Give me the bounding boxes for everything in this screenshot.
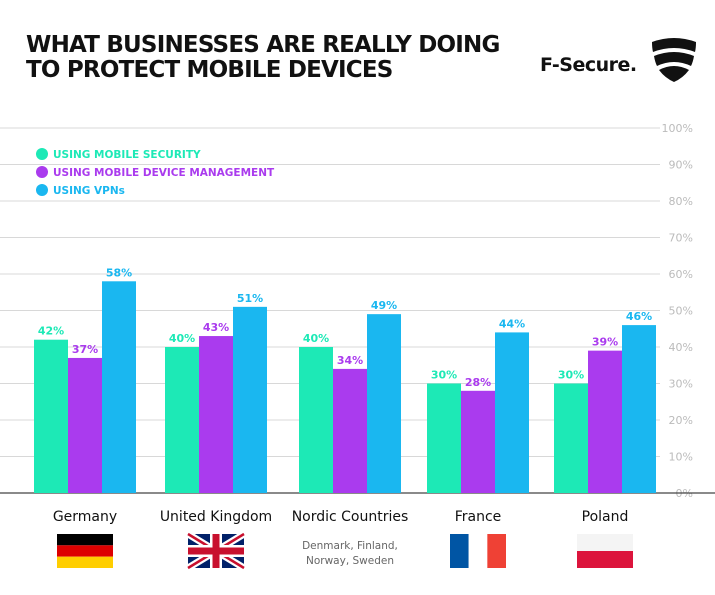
legend-label: USING VPNs (53, 185, 125, 197)
bar-chart: 0%10%20%30%40%50%60%70%80%90%100%42%37%5… (0, 122, 715, 571)
bar (333, 368, 367, 493)
category-label: United Kingdom (160, 509, 272, 525)
legend-swatch (36, 166, 48, 178)
data-label: 42% (38, 325, 64, 338)
y-tick-label: 90% (669, 159, 693, 172)
y-tick-label: 10% (669, 451, 693, 464)
bar (68, 357, 102, 493)
y-tick-label: 80% (669, 195, 693, 208)
category-label: Nordic Countries (292, 509, 409, 525)
y-tick-label: 30% (669, 378, 693, 391)
y-tick-label: 20% (669, 414, 693, 427)
legend-swatch (36, 184, 48, 196)
united-kingdom-flag-icon (186, 531, 246, 571)
poland-flag-icon (577, 534, 633, 568)
data-label: 44% (499, 317, 525, 330)
data-label: 28% (465, 376, 491, 389)
bar (622, 325, 656, 493)
title-line-1: WHAT BUSINESSES ARE REALLY DOING (26, 32, 500, 58)
data-label: 43% (203, 321, 229, 334)
data-label: 58% (106, 266, 132, 279)
shield-icon (652, 38, 696, 82)
y-tick-label: 60% (669, 268, 693, 281)
bar (367, 314, 401, 493)
data-label: 30% (558, 369, 584, 382)
bar (461, 390, 495, 493)
data-label: 40% (303, 332, 329, 345)
data-label: 40% (169, 332, 195, 345)
bar (299, 347, 333, 493)
category-sublabel: Denmark, Finland, Norway, Sweden (302, 540, 398, 567)
legend-label: USING MOBILE DEVICE MANAGEMENT (53, 167, 275, 179)
y-tick-label: 70% (669, 232, 693, 245)
f-secure-logo: F-Secure. (540, 36, 700, 86)
bar (588, 350, 622, 493)
y-tick-label: 40% (669, 341, 693, 354)
bar (554, 383, 588, 493)
bar (495, 332, 529, 493)
france-flag-icon (450, 534, 506, 568)
bar (34, 339, 68, 493)
category-label: Poland (582, 509, 629, 525)
title-line-2: TO PROTECT MOBILE DEVICES (26, 57, 393, 83)
data-label: 37% (72, 343, 98, 356)
category-label: Germany (53, 509, 117, 525)
y-tick-label: 100% (662, 122, 693, 135)
data-label: 51% (237, 292, 263, 305)
data-label: 30% (431, 369, 457, 382)
category-label: France (455, 509, 502, 525)
data-label: 46% (626, 310, 652, 323)
data-label: 49% (371, 299, 397, 312)
bar (102, 281, 136, 493)
data-label: 34% (337, 354, 363, 367)
bar (165, 347, 199, 493)
y-tick-label: 50% (669, 305, 693, 318)
legend-swatch (36, 148, 48, 160)
bar (233, 306, 267, 493)
page-title: WHAT BUSINESSES ARE REALLY DOING TO PROT… (26, 33, 526, 83)
legend-label: USING MOBILE SECURITY (53, 149, 201, 161)
bar (199, 336, 233, 493)
bar (427, 383, 461, 493)
germany-flag-icon (57, 534, 113, 568)
logo-wordmark: F-Secure. (540, 54, 637, 76)
data-label: 39% (592, 336, 618, 349)
